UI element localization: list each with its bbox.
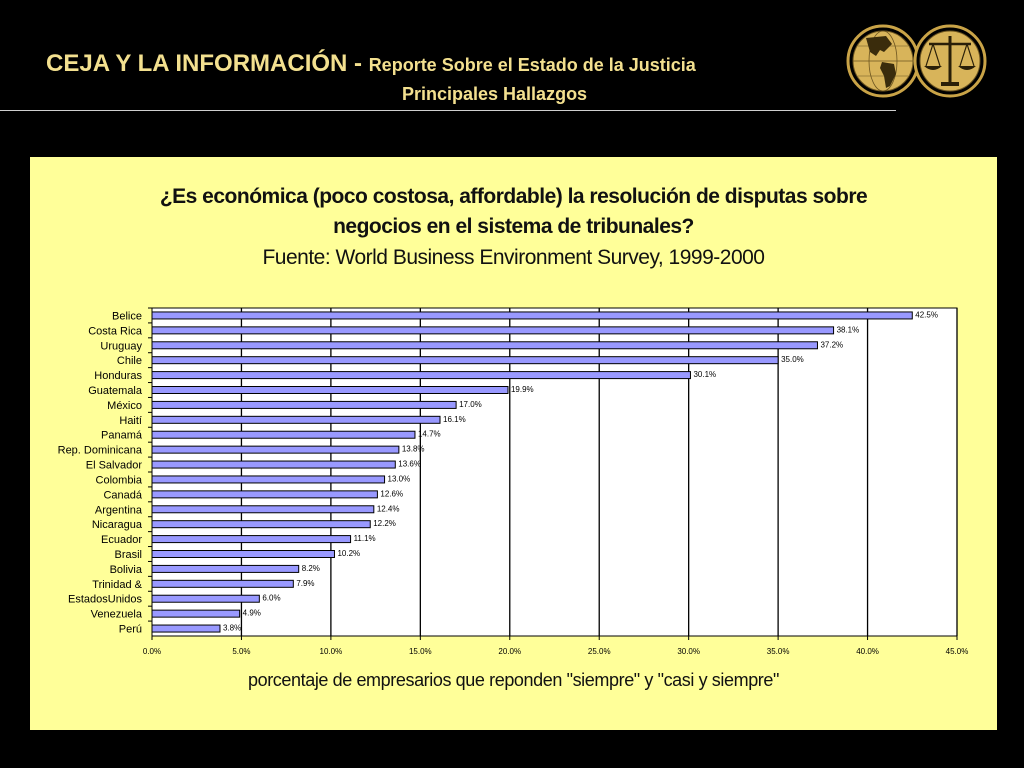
chart-title-line2: negocios en el sistema de tribunales? xyxy=(333,215,694,238)
bar xyxy=(151,400,457,409)
value-label: 13.6% xyxy=(398,460,421,469)
globe-icon xyxy=(846,24,920,98)
category-label: Belice xyxy=(112,310,142,322)
bar xyxy=(151,415,441,424)
category-label: Costa Rica xyxy=(88,325,143,337)
bar xyxy=(151,505,375,514)
slide-subtitle: Principales Hallazgos xyxy=(402,84,588,104)
category-label: Honduras xyxy=(94,370,142,382)
value-label: 37.2% xyxy=(820,340,843,349)
category-label: Colombia xyxy=(96,474,143,486)
category-label: Nicaragua xyxy=(92,519,143,531)
bar xyxy=(151,430,416,439)
value-label: 30.1% xyxy=(693,370,716,379)
x-tick-label: 25.0% xyxy=(588,647,611,656)
category-label: Uruguay xyxy=(100,340,142,352)
value-label: 3.8% xyxy=(223,624,241,633)
value-label: 12.6% xyxy=(380,489,403,498)
chart-subtitle: Fuente: World Business Environment Surve… xyxy=(262,246,765,269)
value-label: 14.7% xyxy=(418,430,441,439)
slide-title-sub: Reporte Sobre el Estado de la Justicia xyxy=(368,55,696,75)
bar xyxy=(151,371,691,380)
bar xyxy=(151,535,352,544)
category-label: El Salvador xyxy=(86,460,143,472)
category-label: Perú xyxy=(119,624,142,636)
x-tick-label: 40.0% xyxy=(856,647,879,656)
value-label: 35.0% xyxy=(781,355,804,364)
value-label: 17.0% xyxy=(459,400,482,409)
x-tick-label: 0.0% xyxy=(143,647,161,656)
slide-title: CEJA Y LA INFORMACIÓN - Reporte Sobre el… xyxy=(46,50,696,78)
scales-of-justice-icon xyxy=(913,24,987,98)
category-label: Guatemala xyxy=(88,385,143,397)
category-label: Argentina xyxy=(95,504,143,516)
bar xyxy=(151,475,386,484)
value-label: 12.4% xyxy=(377,504,400,513)
value-label: 19.9% xyxy=(511,385,534,394)
bar xyxy=(151,624,221,633)
x-tick-label: 45.0% xyxy=(946,647,969,656)
bar xyxy=(151,579,294,588)
bar xyxy=(151,520,371,529)
slide-title-main: CEJA Y LA INFORMACIÓN - xyxy=(46,50,369,77)
category-label: Rep. Dominicana xyxy=(58,445,143,457)
category-label: Brasil xyxy=(114,549,142,561)
category-label: Chile xyxy=(117,355,142,367)
bar xyxy=(151,386,509,394)
bar xyxy=(151,445,400,454)
bar xyxy=(151,460,396,469)
category-label: Trinidad & xyxy=(92,579,142,591)
category-label: Panamá xyxy=(101,430,143,442)
value-label: 16.1% xyxy=(443,415,466,424)
bar xyxy=(151,594,260,603)
category-label: México xyxy=(107,400,142,412)
value-label: 8.2% xyxy=(302,564,320,573)
category-label: Canadá xyxy=(103,489,142,501)
bar-chart: 0.0% 5.0% 10.0% 15.0% 20.0% 25.0% 30.0% 35.0% 40… xyxy=(58,307,969,656)
x-tick-label: 15.0% xyxy=(409,647,432,656)
category-label: Bolivia xyxy=(110,564,143,576)
category-label: Haití xyxy=(119,415,142,427)
bar xyxy=(151,490,378,499)
bar xyxy=(151,356,779,365)
bar xyxy=(151,311,913,320)
value-label: 4.9% xyxy=(243,609,261,618)
value-label: 13.0% xyxy=(388,474,411,483)
bar xyxy=(151,609,241,618)
header-divider xyxy=(0,110,896,111)
x-tick-label: 20.0% xyxy=(498,647,521,656)
value-label: 12.2% xyxy=(373,519,396,528)
x-axis-label: porcentaje de empresarios que reponden "… xyxy=(247,670,780,690)
chart-title-line1: ¿Es económica (poco costosa, affordable)… xyxy=(159,185,868,208)
bar xyxy=(151,341,818,350)
category-label: EstadosUnidos xyxy=(68,594,142,606)
category-label: Venezuela xyxy=(91,609,143,621)
value-label: 10.2% xyxy=(337,549,360,558)
bar xyxy=(151,564,300,573)
category-label: Ecuador xyxy=(101,534,142,546)
value-label: 13.8% xyxy=(402,445,425,454)
value-label: 42.5% xyxy=(915,310,938,319)
value-label: 38.1% xyxy=(837,325,860,334)
x-tick-label: 5.0% xyxy=(232,647,250,656)
x-tick-label: 30.0% xyxy=(677,647,700,656)
x-tick-label: 35.0% xyxy=(767,647,790,656)
chart-panel: ¿Es económica (poco costosa, affordable)… xyxy=(30,157,997,730)
bar xyxy=(151,326,835,335)
bar xyxy=(151,550,335,558)
value-label: 6.0% xyxy=(262,594,280,603)
x-tick-label: 10.0% xyxy=(320,647,343,656)
value-label: 7.9% xyxy=(296,579,314,588)
value-label: 11.1% xyxy=(354,534,376,543)
